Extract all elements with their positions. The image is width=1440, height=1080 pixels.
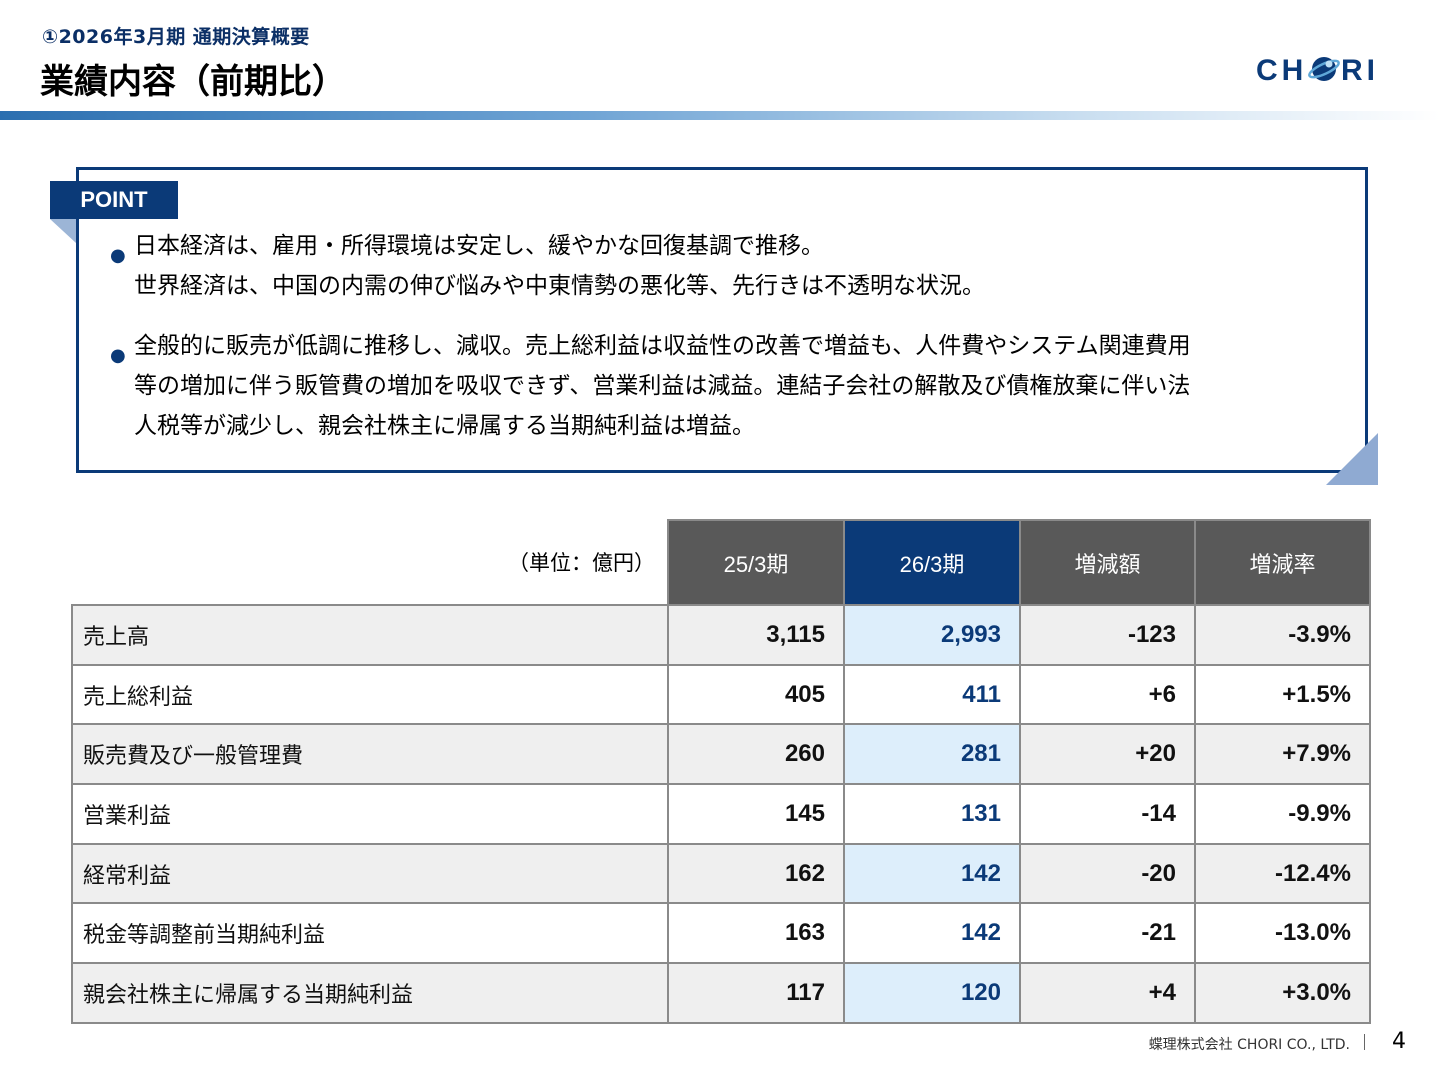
chori-logo: CH RI (1256, 54, 1379, 86)
point-bullets: ● 日本経済は、雇用・所得環境は安定し、緩やかな回復基調で推移。 世界経済は、中… (110, 226, 1350, 446)
row-label: 親会社株主に帰属する当期純利益 (71, 962, 669, 1024)
point-tab-fold (50, 219, 76, 243)
prev-value: 162 (667, 842, 845, 905)
prev-value: 145 (667, 783, 845, 845)
bullet-line: 人税等が減少し、親会社株主に帰属する当期純利益は増益。 (134, 413, 755, 439)
section-subtitle: ①2026年3月期 通期決算概要 (42, 26, 310, 48)
rate-value: -9.9% (1194, 783, 1371, 845)
table-row: 税金等調整前当期純利益 163 142 -21 -13.0% (71, 902, 1371, 965)
row-label: 売上高 (71, 604, 669, 666)
curr-value: 411 (843, 663, 1021, 726)
diff-value: -20 (1019, 842, 1196, 905)
curr-value: 131 (843, 783, 1021, 845)
svg-text:CH: CH (1256, 54, 1307, 86)
table-row: 経常利益 162 142 -20 -12.4% (71, 842, 1371, 905)
page-title: 業績内容（前期比） (40, 62, 346, 102)
diff-value: -21 (1019, 902, 1196, 965)
table-row: 売上高 3,115 2,993 -123 -3.9% (71, 604, 1371, 666)
diff-value: +20 (1019, 723, 1196, 786)
prev-value: 163 (667, 902, 845, 965)
table-row: 売上総利益 405 411 +6 +1.5% (71, 663, 1371, 726)
bullet-line: 等の増加に伴う販管費の増加を吸収できず、営業利益は減益。連結子会社の解散及び債権… (134, 373, 1191, 399)
table-row: 親会社株主に帰属する当期純利益 117 120 +4 +3.0% (71, 962, 1371, 1024)
prev-value: 405 (667, 663, 845, 726)
diff-value: -14 (1019, 783, 1196, 845)
unit-label: （単位：億円） (72, 520, 668, 605)
prev-value: 260 (667, 723, 845, 786)
table-row: 営業利益 145 131 -14 -9.9% (71, 783, 1371, 845)
footer-company: 蝶理株式会社 CHORI CO., LTD. (1148, 1037, 1350, 1053)
curr-value: 281 (843, 723, 1021, 786)
curr-value: 142 (843, 902, 1021, 965)
header-change-rate: 増減率 (1194, 519, 1371, 606)
curr-value: 142 (843, 842, 1021, 905)
row-label: 販売費及び一般管理費 (71, 723, 669, 786)
curr-value: 120 (843, 962, 1021, 1024)
bullet-line: 全般的に販売が低調に推移し、減収。売上総利益は収益性の改善で増益も、人件費やシス… (134, 333, 1191, 359)
point-corner-fold (1326, 433, 1378, 485)
point-box (76, 167, 1368, 473)
row-label: 税金等調整前当期純利益 (71, 902, 669, 965)
rate-value: -13.0% (1194, 902, 1371, 965)
rate-value: +1.5% (1194, 663, 1371, 726)
prev-value: 117 (667, 962, 845, 1024)
bullet-dot-icon: ● (110, 345, 126, 366)
row-label: 売上総利益 (71, 663, 669, 726)
table-row: 販売費及び一般管理費 260 281 +20 +7.9% (71, 723, 1371, 786)
footer-separator (1364, 1034, 1365, 1050)
bullet-results: ● 全般的に販売が低調に推移し、減収。売上総利益は収益性の改善で増益も、人件費や… (110, 326, 1350, 446)
curr-value: 2,993 (843, 604, 1021, 666)
prev-value: 3,115 (667, 604, 845, 666)
bullet-economy: ● 日本経済は、雇用・所得環境は安定し、緩やかな回復基調で推移。 世界経済は、中… (110, 226, 1350, 306)
header-change-amount: 増減額 (1019, 519, 1196, 606)
bullet-dot-icon: ● (110, 245, 126, 266)
table-header-row: （単位：億円） 25/3期 26/3期 増減額 増減率 (72, 519, 1371, 606)
svg-text:RI: RI (1341, 54, 1379, 86)
results-table: （単位：億円） 25/3期 26/3期 増減額 増減率 売上高 3,115 2,… (71, 519, 1371, 1024)
rate-value: +3.0% (1194, 962, 1371, 1024)
rate-value: -12.4% (1194, 842, 1371, 905)
diff-value: +6 (1019, 663, 1196, 726)
header-gradient-bar (0, 111, 1440, 120)
bullet-line: 日本経済は、雇用・所得環境は安定し、緩やかな回復基調で推移。 (134, 233, 824, 259)
diff-value: -123 (1019, 604, 1196, 666)
diff-value: +4 (1019, 962, 1196, 1024)
row-label: 営業利益 (71, 783, 669, 845)
page-number: 4 (1392, 1029, 1406, 1054)
point-tab: POINT (50, 181, 178, 219)
bullet-line: 世界経済は、中国の内需の伸び悩みや中東情勢の悪化等、先行きは不透明な状況。 (134, 273, 985, 299)
header-prev-year: 25/3期 (667, 519, 845, 606)
header-curr-year: 26/3期 (843, 519, 1021, 606)
rate-value: -3.9% (1194, 604, 1371, 666)
rate-value: +7.9% (1194, 723, 1371, 786)
row-label: 経常利益 (71, 842, 669, 905)
